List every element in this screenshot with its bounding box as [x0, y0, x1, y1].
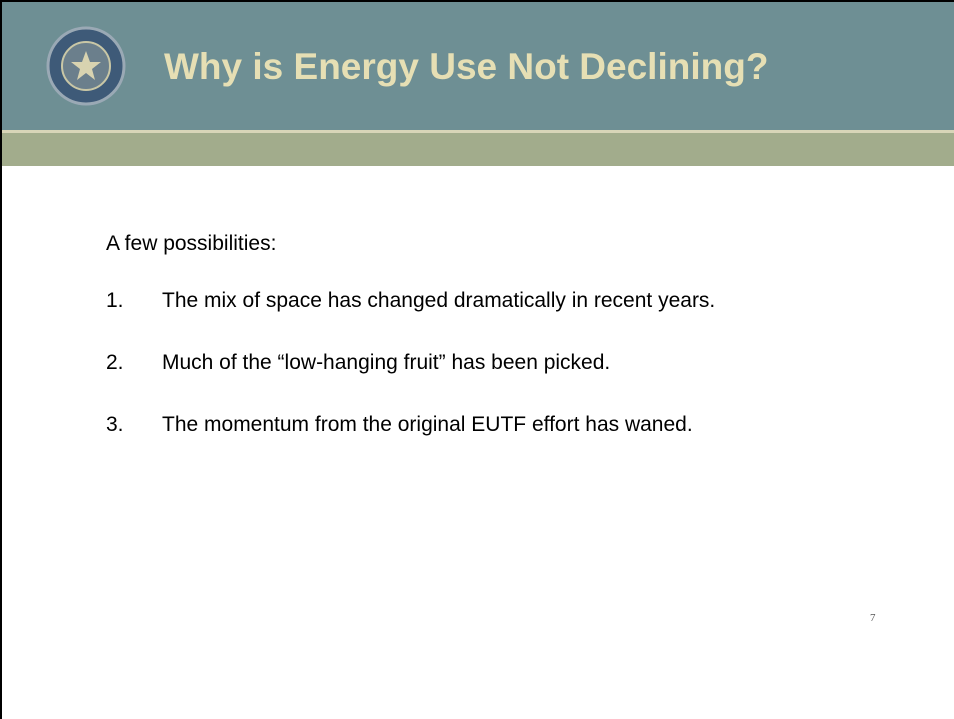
item-number: 1.: [106, 289, 124, 312]
list-item: 2. Much of the “low-hanging fruit” has be…: [106, 351, 610, 375]
page-number: 7: [870, 612, 876, 624]
list-item: 3. The momentum from the original EUTF ef…: [106, 413, 693, 437]
header-band: [2, 133, 954, 166]
seal: [46, 26, 126, 106]
header: [2, 2, 954, 130]
intro-text: A few possibilities:: [106, 232, 277, 255]
title: Why is Energy Use Not Declining?: [164, 46, 769, 87]
item-number: 3.: [106, 413, 124, 436]
item-text: The mix of space has changed dramaticall…: [162, 289, 716, 312]
item-text: Much of the “low-hanging fruit” has been…: [162, 351, 611, 374]
list-item: 1. The mix of space has changed dramatica…: [106, 289, 715, 313]
item-number: 2.: [106, 351, 124, 374]
item-text: The momentum from the original EUTF effo…: [162, 413, 693, 436]
header-line: [2, 130, 954, 133]
